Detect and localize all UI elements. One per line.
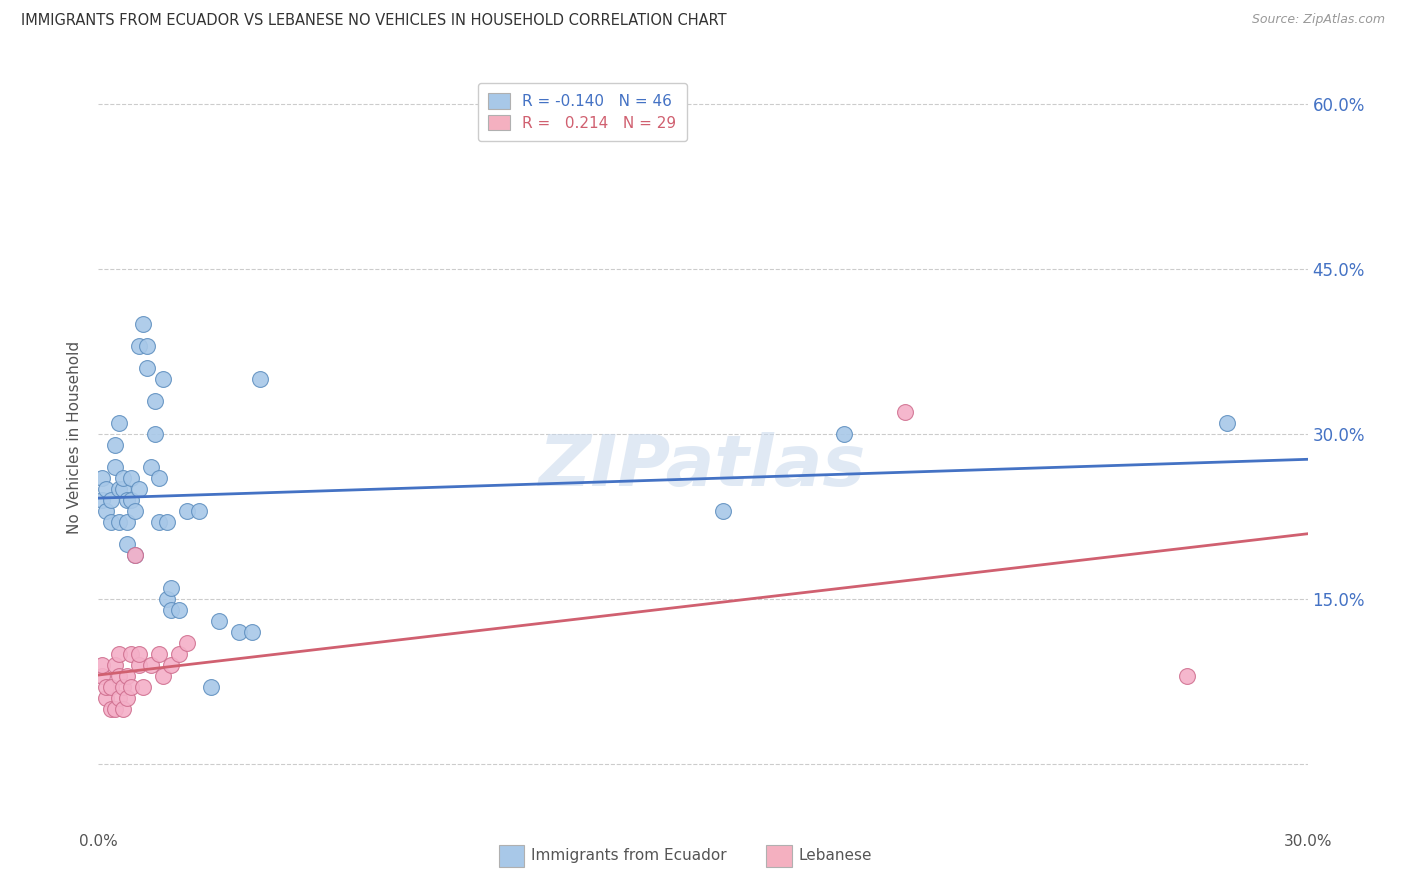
Point [111,483,134,497]
Point [135,339,157,353]
Point [156,592,179,607]
Point [100,493,122,508]
Point [128,339,150,353]
Point [124,549,146,563]
Point [120,471,142,485]
Point [152,372,174,386]
Point [188,504,211,518]
Point [167,603,190,617]
Point [148,471,170,485]
Point [107,648,129,662]
Point [132,318,155,332]
Text: ZIPatlas: ZIPatlas [540,432,866,500]
Point [148,648,170,662]
Point [148,516,170,530]
Point [91,658,114,673]
Point [143,394,166,409]
Point [893,405,915,419]
Point [107,516,129,530]
Text: Lebanese: Lebanese [799,848,872,863]
Point [249,372,271,386]
Point [103,460,125,475]
Point [139,658,162,673]
Point [107,691,129,706]
Point [100,681,122,695]
Point [115,493,138,508]
Point [120,681,142,695]
Point [103,658,125,673]
Text: Immigrants from Ecuador: Immigrants from Ecuador [531,848,727,863]
Point [156,516,179,530]
Point [152,669,174,683]
Point [120,648,142,662]
Point [160,658,183,673]
Point [208,615,231,629]
Point [111,471,134,485]
Point [100,702,122,716]
Point [160,603,183,617]
Point [91,493,114,508]
Text: IMMIGRANTS FROM ECUADOR VS LEBANESE NO VEHICLES IN HOUSEHOLD CORRELATION CHART: IMMIGRANTS FROM ECUADOR VS LEBANESE NO V… [21,13,727,29]
Point [240,625,263,640]
Point [96,681,118,695]
Text: Source: ZipAtlas.com: Source: ZipAtlas.com [1251,13,1385,27]
Point [120,493,142,508]
Point [176,636,198,650]
Point [103,702,125,716]
Y-axis label: No Vehicles in Household: No Vehicles in Household [67,341,83,533]
Point [115,516,138,530]
Point [124,549,146,563]
Point [176,504,198,518]
Point [91,669,114,683]
Point [132,681,155,695]
Legend: R = -0.140   N = 46, R =   0.214   N = 29: R = -0.140 N = 46, R = 0.214 N = 29 [478,83,686,141]
Point [124,504,146,518]
Point [128,483,150,497]
Point [115,691,138,706]
Point [96,483,118,497]
Point [100,516,122,530]
Point [91,471,114,485]
Point [107,417,129,431]
Point [111,702,134,716]
Point [111,681,134,695]
Point [96,691,118,706]
Point [115,537,138,551]
Point [228,625,250,640]
Point [115,669,138,683]
Point [139,460,162,475]
Point [200,681,222,695]
Point [107,669,129,683]
Point [1175,669,1198,683]
Point [1216,417,1239,431]
Point [128,648,150,662]
Point [143,427,166,442]
Point [96,504,118,518]
Point [167,648,190,662]
Text: 30.0%: 30.0% [1284,834,1331,849]
Point [711,504,734,518]
Point [832,427,855,442]
Text: 0.0%: 0.0% [79,834,118,849]
Point [128,658,150,673]
Point [160,582,183,596]
Point [107,483,129,497]
Point [103,438,125,452]
Point [135,361,157,376]
